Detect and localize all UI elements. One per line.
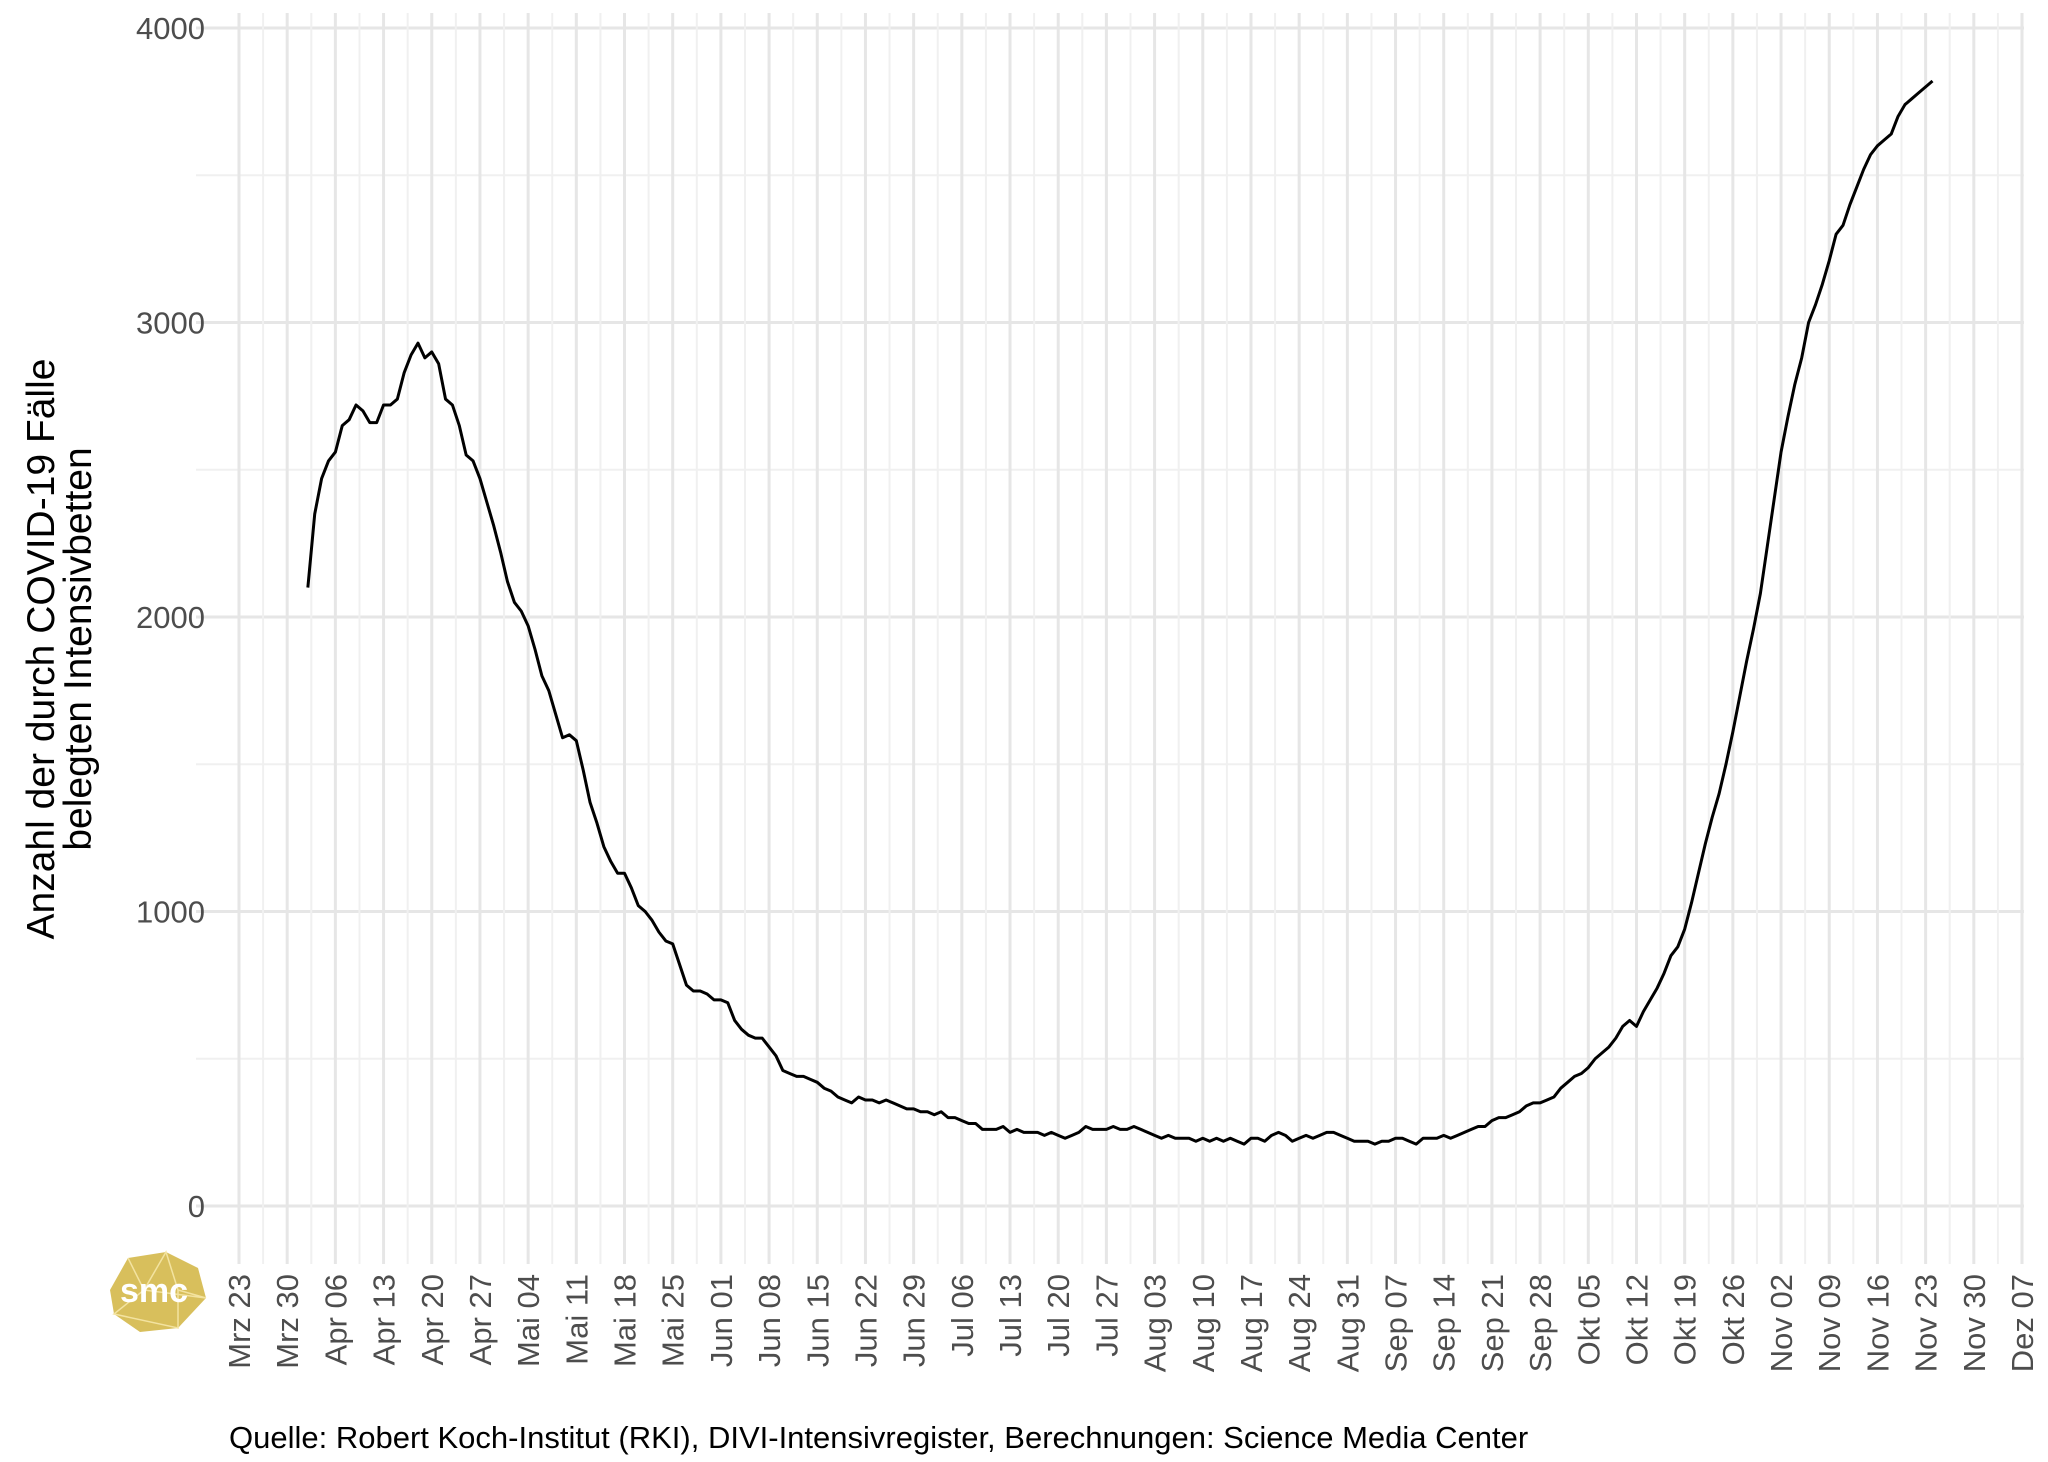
x-tick-label: Jul 06 (945, 1274, 980, 1357)
data-line (306, 79, 1934, 1146)
x-tick-label: Apr 27 (463, 1274, 498, 1365)
x-tick-label: Mrz 30 (270, 1274, 305, 1369)
labels: 0 1000 2000 3000 4000 Mrz 23 Mrz 30 Apr 06 Apr 1… (20, 11, 2040, 1372)
x-tick-label: Aug 17 (1234, 1274, 1269, 1372)
logo-lines (112, 1250, 207, 1329)
x-tick-label: Apr 06 (318, 1274, 353, 1365)
y-tick-label: 4000 (136, 11, 205, 46)
x-tick-label: Dez 07 (2005, 1274, 2040, 1372)
logo: smc (110, 1250, 207, 1332)
x-tick-label: Jun 29 (897, 1274, 932, 1367)
x-tick-label: Apr 13 (367, 1274, 402, 1365)
y-tick-label: 3000 (136, 306, 205, 341)
source-caption: Quelle: Robert Koch-Institut (RKI), DIVI… (229, 1420, 1528, 1455)
x-tick-label: Nov 09 (1812, 1274, 1847, 1372)
x-tick-label: Jul 20 (1041, 1274, 1076, 1357)
x-tick-label: Mai 11 (559, 1274, 594, 1365)
grid (196, 13, 2024, 1264)
y-tick-label: 2000 (136, 600, 205, 635)
x-tick-label: Sep 07 (1379, 1274, 1414, 1372)
x-tick-label: Sep 28 (1523, 1274, 1558, 1372)
x-tick-label: Mai 18 (608, 1274, 643, 1367)
x-tick-label: Jun 22 (848, 1274, 883, 1367)
x-tick-label: Sep 14 (1427, 1274, 1462, 1372)
x-tick-label: Mai 04 (511, 1274, 546, 1367)
x-tick-label: Aug 10 (1186, 1274, 1221, 1372)
x-tick-label: Nov 16 (1860, 1274, 1895, 1372)
y-tick-label: 1000 (136, 895, 205, 930)
x-tick-label: Mai 25 (656, 1274, 691, 1367)
logo-text: smc (120, 1272, 188, 1310)
x-tick-label: Apr 20 (415, 1274, 450, 1365)
x-tick-label: Aug 24 (1282, 1274, 1317, 1372)
x-tick-label: Jul 13 (993, 1274, 1028, 1357)
x-tick-label: Okt 05 (1571, 1274, 1606, 1365)
x-tick-label: Jun 08 (752, 1274, 787, 1367)
x-tick-label: Aug 31 (1330, 1274, 1365, 1372)
x-tick-label: Okt 26 (1716, 1274, 1751, 1365)
y-tick-label: 0 (188, 1189, 205, 1224)
marks (306, 79, 1934, 1146)
x-tick-label: Jun 01 (704, 1274, 739, 1367)
x-tick-label: Nov 30 (1957, 1274, 1992, 1372)
x-tick-label: Sep 21 (1475, 1274, 1510, 1372)
x-tick-label: Aug 03 (1138, 1274, 1173, 1372)
x-tick-label: Nov 02 (1764, 1274, 1799, 1372)
y-axis-title: Anzahl der durch COVID-19 Fällebelegten … (20, 359, 100, 940)
x-tick-label: Nov 23 (1909, 1274, 1944, 1372)
x-tick-label: Mrz 23 (222, 1274, 257, 1369)
x-tick-label: Jun 15 (800, 1274, 835, 1367)
x-tick-label: Jul 27 (1089, 1274, 1124, 1357)
x-tick-label: Okt 12 (1619, 1274, 1654, 1365)
x-tick-label: Okt 19 (1668, 1274, 1703, 1365)
